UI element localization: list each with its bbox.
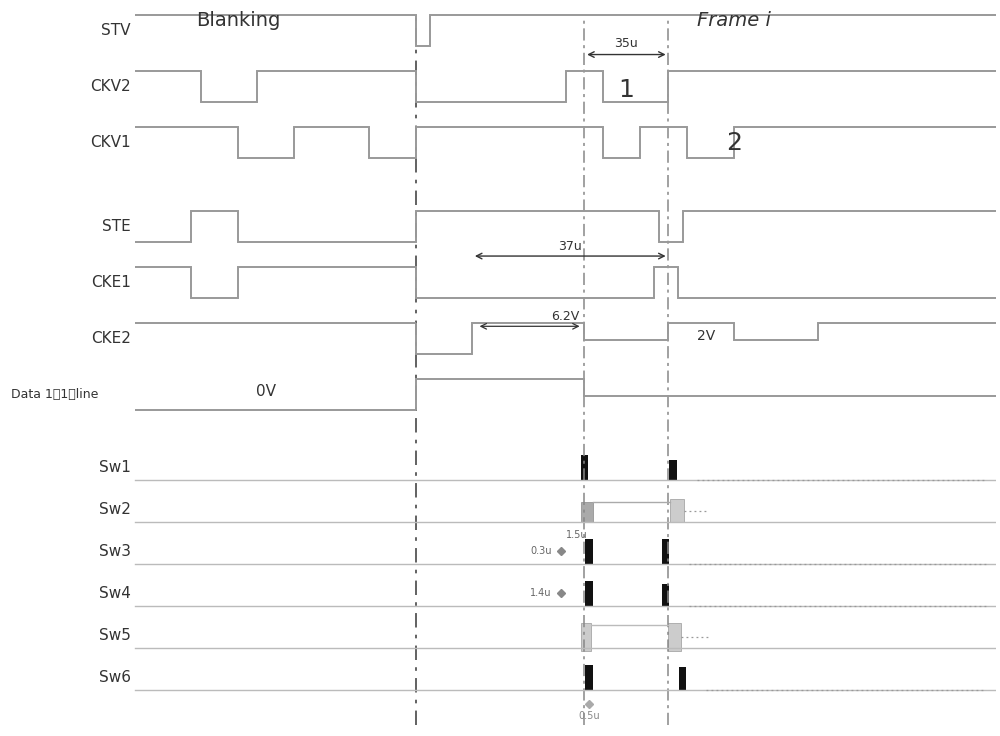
Text: 37u: 37u [558,240,582,253]
Text: CKV2: CKV2 [90,79,131,94]
Text: Blanking: Blanking [196,11,280,30]
Text: Sw4: Sw4 [99,586,131,601]
Text: 1.5u: 1.5u [566,529,587,539]
Bar [662,584,669,606]
Text: 35u: 35u [615,38,638,50]
Text: CKE1: CKE1 [91,275,131,290]
Bar [669,460,677,480]
Text: STV: STV [101,24,131,38]
Text: 0.3u: 0.3u [530,546,552,556]
Text: 1: 1 [618,78,634,102]
Text: Sw6: Sw6 [99,670,131,684]
Text: 0V: 0V [256,384,276,399]
Bar [668,623,681,651]
Text: 6.2V: 6.2V [551,310,580,322]
Text: 0.5u: 0.5u [578,711,600,721]
Bar [581,623,591,651]
Text: Frame i: Frame i [697,11,771,30]
Text: Sw1: Sw1 [99,460,131,475]
Bar [581,455,588,480]
Text: Sw2: Sw2 [99,502,131,517]
Text: 2: 2 [726,131,742,155]
Bar [581,502,593,522]
Text: STE: STE [102,219,131,234]
Text: 1.4u: 1.4u [530,588,552,598]
Bar [670,499,684,522]
Bar [679,667,686,690]
Text: CKV1: CKV1 [90,135,131,150]
Text: Sw3: Sw3 [99,544,131,559]
Bar [662,539,669,564]
Bar [585,581,593,606]
Bar [585,665,593,690]
Text: Data 1刄1台line: Data 1刄1台line [11,388,98,401]
Bar [585,539,593,564]
Text: 2V: 2V [697,329,715,343]
Text: Sw5: Sw5 [99,628,131,643]
Text: CKE2: CKE2 [91,331,131,346]
